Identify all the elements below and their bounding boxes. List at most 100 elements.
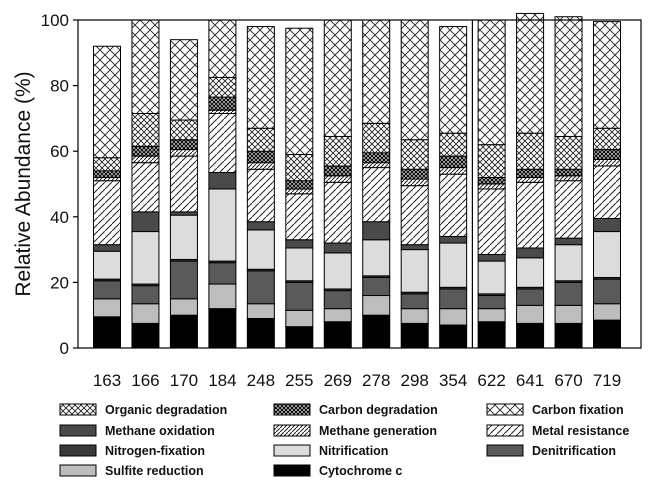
bar-segment-organic-degradation	[93, 157, 121, 172]
bar-segment-cytochrome-c	[93, 316, 121, 349]
bar-segment-carbon-fixation	[169, 39, 198, 121]
bar-segment-denitrification	[323, 290, 352, 310]
bar-segment-methane-generation	[246, 162, 275, 170]
bar-segment-sulfite-reduction	[208, 283, 237, 310]
x-tick-label: 719	[593, 371, 621, 390]
bar-segment-methane-oxidation	[131, 211, 160, 233]
bar-segment-methane-generation	[169, 149, 198, 157]
bar-segment-organic-degradation	[285, 153, 314, 182]
legend-swatch	[59, 424, 97, 437]
bar-segment-denitrification	[477, 295, 506, 310]
bar-segment-carbon-degradation	[362, 152, 391, 164]
bar-segment-metal-resistance	[593, 165, 621, 219]
bar-segment-nitrification	[593, 231, 621, 278]
bar-segment-organic-degradation	[246, 127, 275, 152]
x-tick-label: 184	[208, 371, 236, 390]
bar-segment-denitrification	[246, 270, 275, 305]
y-tick-label: 0	[60, 339, 69, 358]
bar-segment-sulfite-reduction	[593, 303, 621, 321]
bar-segment-organic-degradation	[516, 132, 545, 170]
legend-item-cytochrome-c: Cytochrome c	[273, 464, 402, 478]
plot-frame	[77, 19, 642, 349]
bar-segment-methane-oxidation	[439, 235, 468, 244]
bar-segment-cytochrome-c	[554, 322, 583, 349]
bar-segment-nitrification	[400, 249, 429, 293]
bar-segment-cytochrome-c	[439, 324, 468, 349]
bar-segment-sulfite-reduction	[285, 309, 314, 328]
legend-label: Nitrification	[319, 444, 388, 458]
bar-segment-methane-generation	[593, 158, 621, 167]
bar-segment-carbon-fixation	[323, 19, 352, 137]
y-tick-label: 20	[50, 273, 69, 292]
x-tick-label: 278	[362, 371, 390, 390]
bar-segment-metal-resistance	[93, 180, 121, 246]
bar-segment-metal-resistance	[400, 185, 429, 246]
bar-segment-methane-oxidation	[477, 254, 506, 262]
bar-segment-carbon-degradation	[169, 139, 198, 151]
bar-segment-metal-resistance	[169, 155, 198, 213]
legend-swatch	[486, 424, 524, 437]
bar-stack-298	[400, 19, 429, 349]
bar-segment-carbon-fixation	[516, 12, 545, 134]
legend-item-metal-resistance: Metal resistance	[486, 424, 629, 438]
bar-segment-nitrification	[169, 214, 198, 260]
bar-stack-184	[208, 19, 237, 349]
x-tick-label: 166	[131, 371, 159, 390]
bar-segment-cytochrome-c	[323, 321, 352, 349]
y-axis-title: Relative Abundance (%)	[12, 71, 35, 296]
bar-segment-organic-degradation	[400, 139, 429, 170]
bar-segment-carbon-degradation	[323, 165, 352, 177]
legend-label: Methane oxidation	[105, 424, 215, 438]
bar-stack-622	[477, 19, 506, 349]
bar-segment-sulfite-reduction	[169, 298, 198, 316]
bar-segment-carbon-fixation	[93, 45, 121, 159]
bar-segment-carbon-degradation	[131, 145, 160, 157]
bar-segment-methane-oxidation	[593, 217, 621, 233]
bar-segment-metal-resistance	[323, 181, 352, 244]
bar-segment-methane-generation	[285, 188, 314, 195]
legend-label: Denitrification	[532, 444, 616, 458]
bar-segment-carbon-fixation	[400, 19, 429, 141]
bar-segment-cytochrome-c	[400, 322, 429, 349]
bar-segment-nitrification	[477, 260, 506, 295]
y-tick-label: 100	[41, 11, 69, 30]
bar-segment-methane-oxidation	[208, 172, 237, 190]
legend-label: Metal resistance	[532, 424, 629, 438]
legend-swatch	[273, 444, 311, 457]
bar-segment-denitrification	[169, 260, 198, 300]
legend-label: Carbon degradation	[319, 403, 438, 417]
bar-segment-sulfite-reduction	[400, 308, 429, 324]
legend-swatch	[59, 464, 97, 477]
bar-segment-methane-generation	[477, 183, 506, 190]
bar-stack-670	[554, 16, 583, 349]
bar-segment-organic-degradation	[169, 119, 198, 141]
legend-swatch	[486, 444, 524, 457]
bar-segment-cytochrome-c	[477, 321, 506, 349]
bar-segment-sulfite-reduction	[323, 308, 352, 323]
bar-segment-nitrification	[439, 242, 468, 288]
bar-segment-carbon-degradation	[285, 180, 314, 190]
bar-segment-carbon-fixation	[131, 19, 160, 114]
bar-segment-metal-resistance	[516, 181, 545, 249]
bar-stack-248	[246, 26, 275, 349]
bar-segment-organic-degradation	[131, 112, 160, 147]
bar-segment-metal-resistance	[131, 162, 160, 213]
bar-segment-nitrification	[131, 231, 160, 285]
bar-segment-organic-degradation	[554, 135, 583, 170]
bar-segment-carbon-degradation	[593, 149, 621, 160]
bar-segment-sulfite-reduction	[554, 304, 583, 324]
x-tick-label: 622	[477, 371, 505, 390]
bar-segment-methane-oxidation	[323, 242, 352, 254]
bar-stack-354	[439, 26, 468, 349]
legend-swatch	[273, 464, 311, 477]
bar-segment-carbon-fixation	[208, 19, 237, 78]
bar-segment-methane-oxidation	[516, 247, 545, 259]
bar-segment-carbon-degradation	[246, 150, 275, 164]
bar-segment-metal-resistance	[362, 167, 391, 223]
legend-swatch	[273, 403, 311, 416]
bar-segment-methane-oxidation	[93, 244, 121, 252]
bar-segment-sulfite-reduction	[362, 295, 391, 316]
bar-segment-denitrification	[93, 280, 121, 300]
bar-segment-denitrification	[400, 293, 429, 310]
bar-segment-nitrification	[323, 252, 352, 290]
